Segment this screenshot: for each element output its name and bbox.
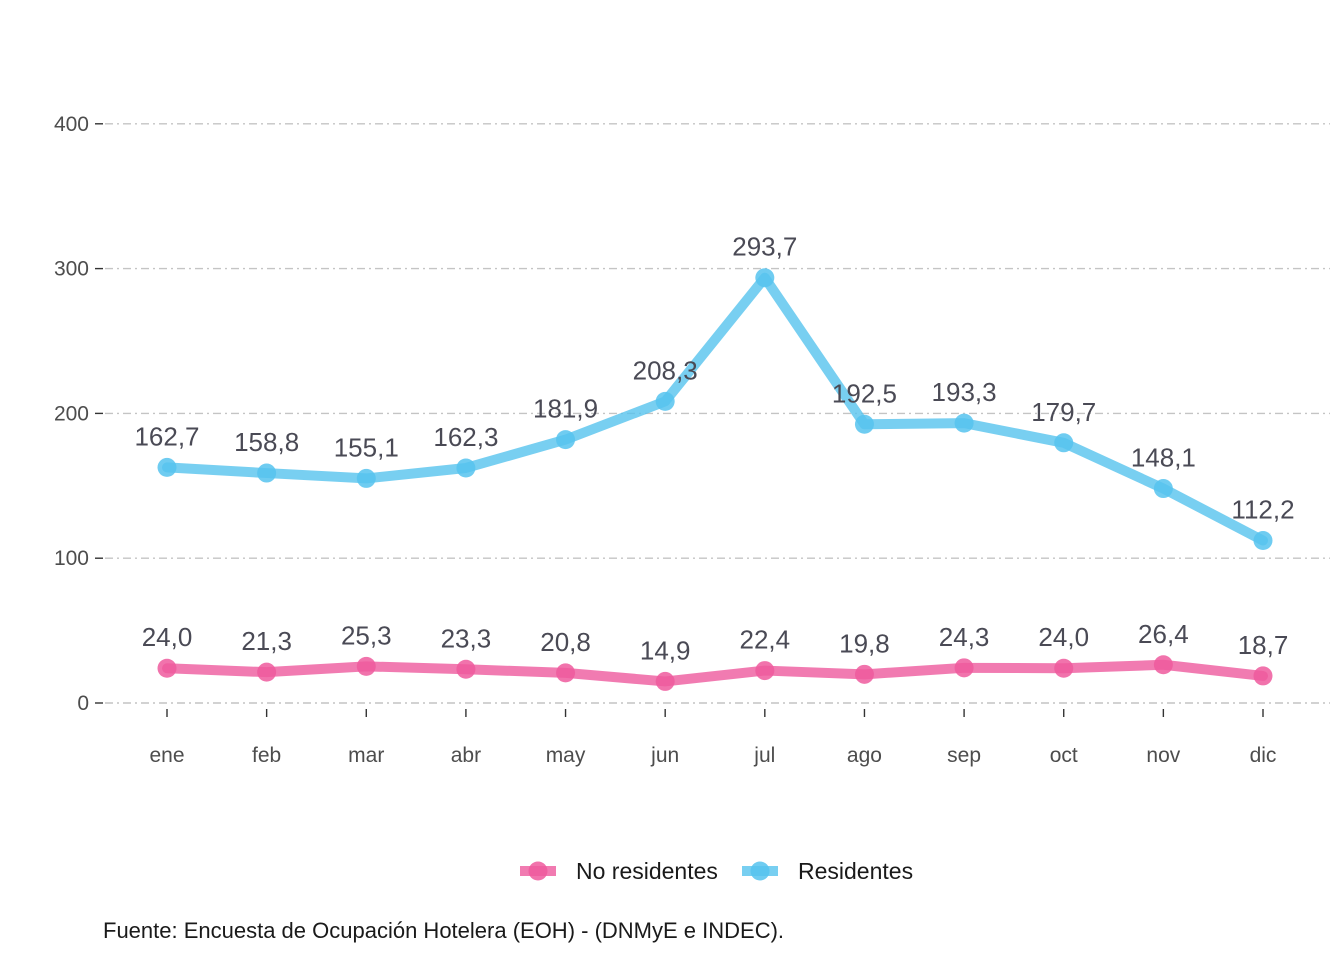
data-label-no-residentes: 20,8 <box>540 627 591 657</box>
data-label-residentes: 181,9 <box>533 394 598 424</box>
point-no-residentes <box>456 659 476 679</box>
point-no-residentes <box>257 662 277 682</box>
x-tick-label: jun <box>650 744 679 767</box>
legend-label-no-residentes: No residentes <box>576 858 718 884</box>
point-no-residentes <box>157 658 177 678</box>
legend-swatch-point-no-residentes <box>528 861 548 881</box>
y-tick-label: 0 <box>77 692 89 715</box>
x-tick-label: ago <box>847 744 882 767</box>
data-label-residentes: 208,3 <box>633 355 698 385</box>
data-label-no-residentes: 19,8 <box>839 628 890 658</box>
data-label-no-residentes: 22,4 <box>740 625 791 655</box>
point-residentes <box>456 458 476 478</box>
data-label-residentes: 179,7 <box>1031 397 1096 427</box>
legend-label-residentes: Residentes <box>798 858 913 884</box>
point-no-residentes <box>755 661 775 681</box>
point-residentes <box>556 430 576 450</box>
y-tick-label: 100 <box>54 547 89 570</box>
x-tick-label: jul <box>753 744 775 767</box>
point-no-residentes <box>1054 658 1074 678</box>
point-residentes <box>157 457 177 477</box>
data-labels: 162,7 158,8 155,1 162,3 181,9 208,3 293,7 192,5… <box>134 232 1294 666</box>
point-no-residentes <box>655 671 675 691</box>
point-no-residentes <box>854 664 874 684</box>
data-label-residentes: 158,8 <box>234 427 299 457</box>
legend: No residentes Residentes <box>520 858 913 884</box>
data-label-no-residentes: 25,3 <box>341 620 392 650</box>
axes: 0 100 200 300 400 ene feb mar abr may jun jul ago sep… <box>54 113 1276 767</box>
point-no-residentes <box>1253 666 1273 686</box>
legend-swatch-point-residentes <box>750 861 770 881</box>
data-label-residentes: 193,3 <box>932 377 997 407</box>
point-residentes <box>1253 531 1273 551</box>
data-label-residentes: 112,2 <box>1231 495 1294 525</box>
data-label-no-residentes: 23,3 <box>441 623 492 653</box>
point-residentes <box>1153 479 1173 499</box>
data-label-no-residentes: 14,9 <box>640 635 691 665</box>
source-caption: Fuente: Encuesta de Ocupación Hotelera (… <box>103 918 785 943</box>
point-no-residentes <box>356 656 376 676</box>
point-no-residentes <box>954 658 974 678</box>
data-label-no-residentes: 24,3 <box>939 622 990 652</box>
point-residentes <box>356 468 376 488</box>
y-tick-label: 400 <box>54 113 89 136</box>
gridlines <box>105 123 1330 704</box>
x-tick-label: mar <box>348 744 384 767</box>
x-tick-label: may <box>546 744 586 767</box>
data-label-no-residentes: 21,3 <box>241 626 292 656</box>
x-tick-label: feb <box>252 744 281 767</box>
x-tick-label: sep <box>947 744 981 767</box>
data-label-no-residentes: 26,4 <box>1138 619 1189 649</box>
series-line-residentes <box>162 272 1268 546</box>
data-label-residentes: 192,5 <box>832 378 897 408</box>
data-label-no-residentes: 24,0 <box>1038 622 1089 652</box>
series-line-no-residentes <box>162 659 1268 687</box>
y-tick-label: 200 <box>54 402 89 425</box>
point-residentes <box>854 414 874 434</box>
point-residentes <box>257 463 277 483</box>
x-tick-label: ene <box>149 744 184 767</box>
point-residentes <box>954 413 974 433</box>
data-label-residentes: 148,1 <box>1131 443 1196 473</box>
series <box>157 268 1273 691</box>
point-no-residentes <box>556 663 576 683</box>
data-label-no-residentes: 18,7 <box>1238 630 1289 660</box>
x-tick-label: dic <box>1250 744 1277 767</box>
point-residentes <box>755 268 775 288</box>
x-tick-label: oct <box>1050 744 1078 767</box>
point-residentes <box>655 391 675 411</box>
x-tick-label: abr <box>451 744 481 767</box>
data-label-no-residentes: 24,0 <box>142 622 193 652</box>
point-residentes <box>1054 433 1074 453</box>
y-tick-label: 300 <box>54 258 89 281</box>
data-label-residentes: 293,7 <box>732 232 797 262</box>
data-label-residentes: 162,3 <box>433 422 498 452</box>
data-label-residentes: 155,1 <box>334 432 399 462</box>
x-tick-label: nov <box>1146 744 1180 767</box>
data-label-residentes: 162,7 <box>134 421 199 451</box>
point-no-residentes <box>1153 655 1173 675</box>
